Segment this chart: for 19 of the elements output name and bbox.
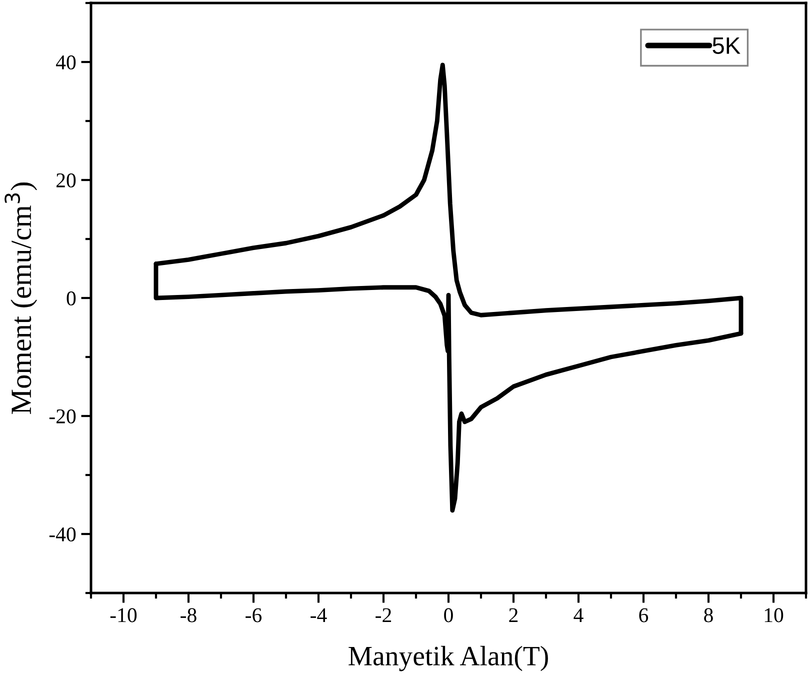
y-tick-label: -40 (49, 527, 76, 542)
x-tick-label: -6 (246, 608, 262, 622)
x-tick-label: -10 (110, 608, 137, 622)
x-tick-label: 4 (574, 608, 584, 622)
x-tick-label: 6 (639, 608, 648, 622)
x-tick-label: 0 (444, 608, 453, 622)
x-tick-label: -8 (180, 608, 196, 622)
x-tick-label: -2 (376, 608, 392, 622)
x-tick-label: 8 (704, 608, 713, 622)
y-tick-label: 0 (66, 291, 76, 306)
x-tick-label: 2 (509, 608, 518, 622)
y-tick-label: 40 (56, 55, 76, 70)
y-tick-label: -20 (49, 409, 76, 424)
y-tick-label: 20 (56, 173, 76, 188)
x-axis-title: Manyetik Alan(T) (348, 646, 548, 672)
x-tick-label: 10 (764, 608, 784, 622)
x-tick-label: -4 (310, 608, 327, 622)
legend-label: 5K (712, 38, 740, 54)
y-axis-title: Moment (emu/cm$^{3}$) (4, 182, 38, 414)
